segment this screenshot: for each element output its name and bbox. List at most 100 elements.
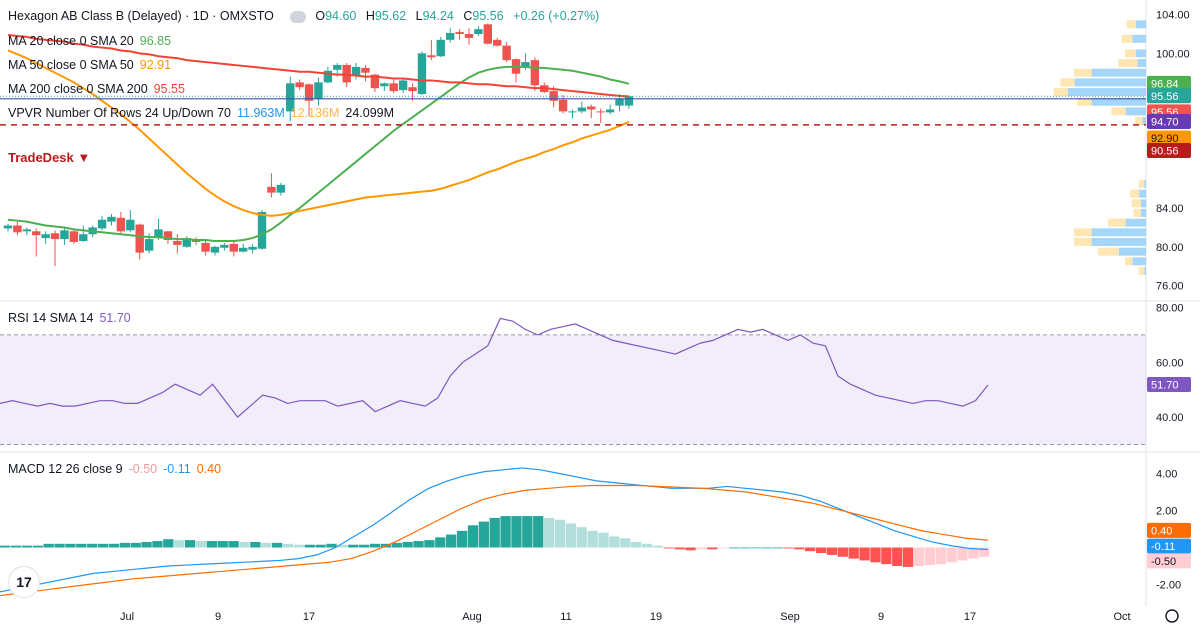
low-label: L <box>415 9 423 23</box>
macd-tick: 2.00 <box>1156 506 1177 518</box>
candle-body <box>493 39 502 46</box>
symbol-title: Hexagon AB Class B (Delayed) · 1D · OMXS… <box>8 9 274 23</box>
macd-histogram-bar <box>859 547 870 561</box>
volume-bar-down <box>1138 266 1145 275</box>
macd-histogram-bar <box>478 521 489 548</box>
volume-bar-down <box>1074 228 1092 237</box>
candle-body <box>521 62 530 68</box>
volume-bar-down <box>1125 257 1133 266</box>
candle-body <box>210 246 220 253</box>
vpvr-total: 24.099M <box>345 106 395 120</box>
price-tick: 80.00 <box>1156 242 1184 254</box>
candle-body <box>398 80 408 91</box>
candle-body <box>248 246 257 250</box>
macd-histogram-bar <box>21 545 33 548</box>
volume-bar-up <box>1144 266 1146 275</box>
macd-histogram-bar <box>413 541 424 548</box>
candle-body <box>22 229 32 232</box>
candle-body <box>32 231 41 236</box>
macd-histogram-bar <box>195 541 207 548</box>
macd-histogram-bar <box>543 517 555 548</box>
time-tick: Aug <box>462 611 482 623</box>
macd-histogram-bar <box>957 547 968 561</box>
trade-desk-button[interactable]: TradeDesk ▼ <box>8 150 91 165</box>
rsi-value: 51.70 <box>99 311 131 325</box>
candle-body <box>257 211 267 249</box>
volume-bar-up <box>1140 199 1146 208</box>
macd-histogram-bar <box>522 516 533 548</box>
price-label: 96.84 <box>1151 78 1179 90</box>
macd-histogram-bar <box>32 545 43 548</box>
volume-bar-down <box>1097 247 1119 256</box>
macd-histogram-bar <box>304 544 315 548</box>
time-tick: 9 <box>878 611 884 623</box>
eye-icon[interactable] <box>289 10 306 23</box>
macd-histogram-bar <box>641 543 653 548</box>
macd-legend[interactable]: MACD 12 26 close 9 -0.50 -0.11 0.40 <box>8 462 227 476</box>
macd-label: MACD 12 26 close 9 <box>8 462 123 476</box>
macd-histogram-bar <box>10 545 22 548</box>
price-label: 92.90 <box>1151 133 1179 145</box>
volume-bar-up <box>1074 78 1146 87</box>
candle-body <box>276 184 286 193</box>
ma20-legend[interactable]: MA 20 close 0 SMA 20 96.85 <box>8 34 177 48</box>
macd-histogram-bar <box>141 541 152 548</box>
header-legend: Hexagon AB Class B (Delayed) · 1D · OMXS… <box>8 9 605 23</box>
macd-tick: 4.00 <box>1156 469 1177 481</box>
candle-body <box>417 53 427 94</box>
ma200-label: MA 200 close 0 SMA 200 <box>8 82 148 96</box>
candle-body <box>605 109 615 113</box>
candle-body <box>558 99 568 112</box>
rsi-tick: 60.00 <box>1156 357 1184 369</box>
macd-histogram-bar <box>805 547 816 552</box>
macd-histogram-bar <box>152 541 163 548</box>
rsi-tick: 80.00 <box>1156 302 1184 314</box>
vpvr-legend[interactable]: VPVR Number Of Rows 24 Up/Down 70 11.963M… <box>8 106 400 120</box>
macd-histogram-bar <box>446 534 457 548</box>
price-tick: 104.00 <box>1156 10 1190 22</box>
candle-body <box>173 241 182 245</box>
macd-histogram-bar <box>609 536 620 548</box>
time-tick: Sep <box>780 611 800 623</box>
candle-body <box>445 33 455 40</box>
rsi-legend[interactable]: RSI 14 SMA 14 51.70 <box>8 311 137 325</box>
candle-body <box>568 111 577 113</box>
macd-histogram-bar <box>184 540 196 548</box>
macd-histogram-bar <box>718 547 729 549</box>
ma-line <box>7 33 629 98</box>
candle-body <box>596 111 605 113</box>
volume-bar-down <box>1133 208 1141 217</box>
volume-bar-up <box>1135 49 1146 58</box>
macd-histogram-bar <box>826 547 838 555</box>
vpvr-up: 11.963M <box>237 106 285 120</box>
tradingview-logo[interactable]: 17 <box>8 566 40 598</box>
candlestick-series <box>3 23 634 267</box>
macd-line-value: -0.11 <box>163 462 191 476</box>
candle-body <box>69 231 79 242</box>
open-label: O <box>315 9 326 23</box>
volume-bar-down <box>1126 20 1136 29</box>
volume-bar-up <box>1137 59 1146 68</box>
macd-histogram-bar <box>870 547 881 563</box>
candle-body <box>587 106 596 110</box>
price-label: 90.56 <box>1151 146 1179 158</box>
macd-histogram-bar <box>424 540 435 548</box>
macd-histogram-bar <box>565 523 576 548</box>
candle-body <box>154 229 163 239</box>
volume-bar-up <box>1125 107 1146 116</box>
ma200-legend[interactable]: MA 200 close 0 SMA 200 95.55 <box>8 82 191 96</box>
volume-bar-up <box>1144 179 1146 188</box>
candle-body <box>483 24 493 44</box>
candle-body <box>389 83 398 92</box>
macd-histogram-bar <box>293 544 305 548</box>
ma50-legend[interactable]: MA 50 close 0 SMA 50 92.91 <box>8 58 177 72</box>
volume-bar-down <box>1074 68 1092 77</box>
volume-bar-down <box>1060 78 1075 87</box>
candle-body <box>474 29 483 35</box>
macd-histogram-bar <box>739 547 751 549</box>
macd-histogram-bar <box>913 547 925 566</box>
rsi-label-box <box>1147 377 1191 393</box>
time-tick: 9 <box>215 611 221 623</box>
macd-histogram-bar <box>902 547 914 567</box>
